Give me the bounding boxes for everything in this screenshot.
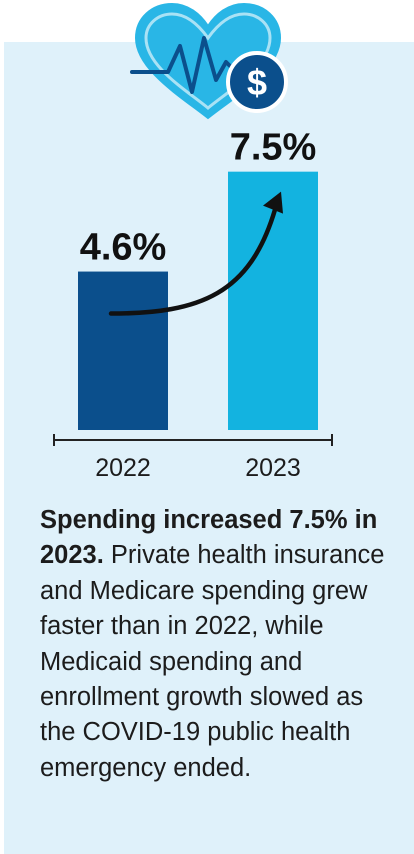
- x-tick-label-2023: 2023: [245, 454, 301, 482]
- caption-body: Private health insurance and Medicare sp…: [40, 541, 385, 782]
- heart-highlight: [144, 12, 272, 110]
- x-tick-label-2022: 2022: [95, 454, 151, 482]
- bar-2022: [78, 271, 168, 430]
- dollar-icon: $: [247, 62, 267, 103]
- heart-dollar-icon: $: [128, 0, 288, 130]
- infographic-panel: [4, 42, 414, 854]
- data-label-2023: 7.5%: [230, 127, 317, 169]
- trend-arrow-head: [263, 191, 283, 214]
- data-label-2022: 4.6%: [80, 227, 167, 269]
- spending-bar-chart: 4.6% 2022 7.5% 2023: [53, 127, 333, 482]
- caption-bold: Spending increased 7.5% in 2023.: [40, 506, 378, 570]
- trend-arrow: [108, 207, 278, 316]
- dollar-badge: [226, 51, 288, 113]
- caption-text: Spending increased 7.5% in 2023. Private…: [40, 503, 402, 786]
